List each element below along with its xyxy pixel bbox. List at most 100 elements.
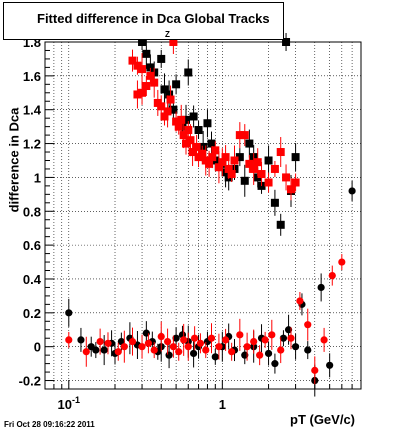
data-point-square	[245, 159, 254, 168]
data-point-square	[291, 178, 300, 187]
data-point-circle	[264, 349, 273, 358]
data-point-square	[138, 38, 147, 46]
data-point-circle	[65, 336, 73, 344]
data-point-circle	[191, 334, 199, 342]
data-point-square	[282, 173, 291, 182]
data-point-square	[291, 153, 300, 162]
data-point-square	[208, 153, 217, 162]
data-point-square	[207, 139, 216, 148]
data-point-square	[157, 102, 166, 111]
data-point-circle	[65, 309, 73, 317]
data-point-square	[169, 105, 178, 114]
grid-lines	[44, 41, 362, 389]
data-point-square	[240, 131, 249, 140]
data-point-square	[270, 198, 279, 207]
y-tick-label: 0.8	[23, 204, 41, 219]
data-point-circle	[77, 336, 85, 344]
data-point-square	[253, 158, 262, 167]
x-axis-label: pT (GeV/c)	[290, 412, 356, 427]
data-point-square	[146, 63, 155, 72]
data-point-square	[146, 71, 155, 80]
data-points	[65, 30, 356, 397]
data-point-circle	[291, 343, 300, 351]
chart-title-subscript: Z	[165, 30, 170, 39]
data-point-square	[184, 126, 193, 135]
data-point-circle	[338, 258, 346, 266]
data-point-circle	[320, 336, 328, 344]
y-tick-label: 0.4	[23, 272, 42, 287]
data-point-square	[128, 56, 137, 65]
data-point-square	[286, 185, 295, 194]
data-point-circle	[180, 336, 188, 344]
axis-ticks: -0.200.20.40.60.811.21.41.61.810-1 1	[19, 35, 362, 412]
data-point-circle	[169, 343, 177, 351]
data-point-circle	[207, 334, 216, 342]
data-point-square	[165, 90, 174, 99]
data-point-circle	[304, 321, 312, 329]
data-point-square	[169, 38, 178, 46]
data-point-circle	[328, 271, 336, 280]
data-point-square	[227, 170, 236, 179]
data-point-square	[188, 148, 197, 157]
data-point-circle	[128, 338, 137, 346]
plot-frame	[44, 41, 362, 390]
data-point-square	[138, 88, 147, 97]
data-point-square	[179, 131, 188, 140]
y-tick-label: 0.6	[23, 238, 41, 253]
y-tick-label: 0.2	[23, 306, 41, 321]
data-point-square	[172, 80, 181, 89]
data-point-square	[186, 136, 195, 145]
y-tick-label: 1	[34, 170, 41, 185]
data-point-square	[218, 158, 227, 167]
data-point-square	[198, 149, 207, 158]
data-point-square	[142, 82, 151, 91]
data-point-square	[184, 68, 193, 77]
data-point-square	[214, 163, 223, 172]
data-point-circle	[256, 351, 264, 359]
data-point-square	[150, 78, 159, 87]
data-point-square	[221, 153, 230, 162]
data-point-square	[235, 153, 244, 162]
data-point-square	[276, 220, 285, 229]
data-point-square	[138, 65, 147, 74]
data-point-circle	[150, 346, 158, 354]
data-point-circle	[243, 343, 251, 351]
data-point-square	[174, 122, 183, 131]
data-point-circle	[172, 334, 180, 342]
data-point-circle	[211, 353, 219, 361]
data-point-square	[142, 49, 151, 58]
data-point-circle	[279, 334, 288, 342]
data-point-square	[189, 112, 198, 121]
data-point-square	[282, 38, 291, 46]
data-point-circle	[120, 343, 128, 351]
x-tick-label: 1	[219, 397, 226, 412]
data-point-circle	[92, 346, 100, 354]
data-point-square	[160, 112, 169, 121]
data-point-square	[133, 90, 142, 99]
data-point-circle	[317, 283, 325, 292]
data-point-circle	[202, 346, 210, 354]
data-point-circle	[196, 339, 205, 347]
data-point-square	[157, 54, 166, 63]
data-point-circle	[175, 348, 183, 356]
data-point-square	[199, 142, 208, 151]
data-point-circle	[268, 331, 276, 339]
data-point-square	[249, 164, 258, 173]
y-tick-label: -0.2	[19, 374, 41, 389]
data-point-circle	[250, 338, 258, 346]
data-point-square	[270, 164, 279, 173]
data-point-circle	[271, 360, 279, 368]
data-point-square	[245, 139, 254, 148]
data-point-square	[264, 178, 273, 187]
data-point-circle	[348, 187, 356, 195]
data-point-square	[257, 170, 266, 179]
data-point-circle	[311, 366, 319, 374]
chart-title-box: Fitted difference in Dca Global Tracks Z	[3, 2, 284, 40]
data-point-square	[194, 126, 203, 135]
timestamp: Fri Oct 28 09:16:22 2011	[4, 420, 95, 429]
y-tick-label: 0	[34, 340, 41, 355]
data-point-circle	[296, 297, 304, 305]
y-tick-label: 1.2	[23, 137, 41, 152]
data-point-circle	[184, 343, 192, 351]
data-point-circle	[96, 338, 104, 346]
